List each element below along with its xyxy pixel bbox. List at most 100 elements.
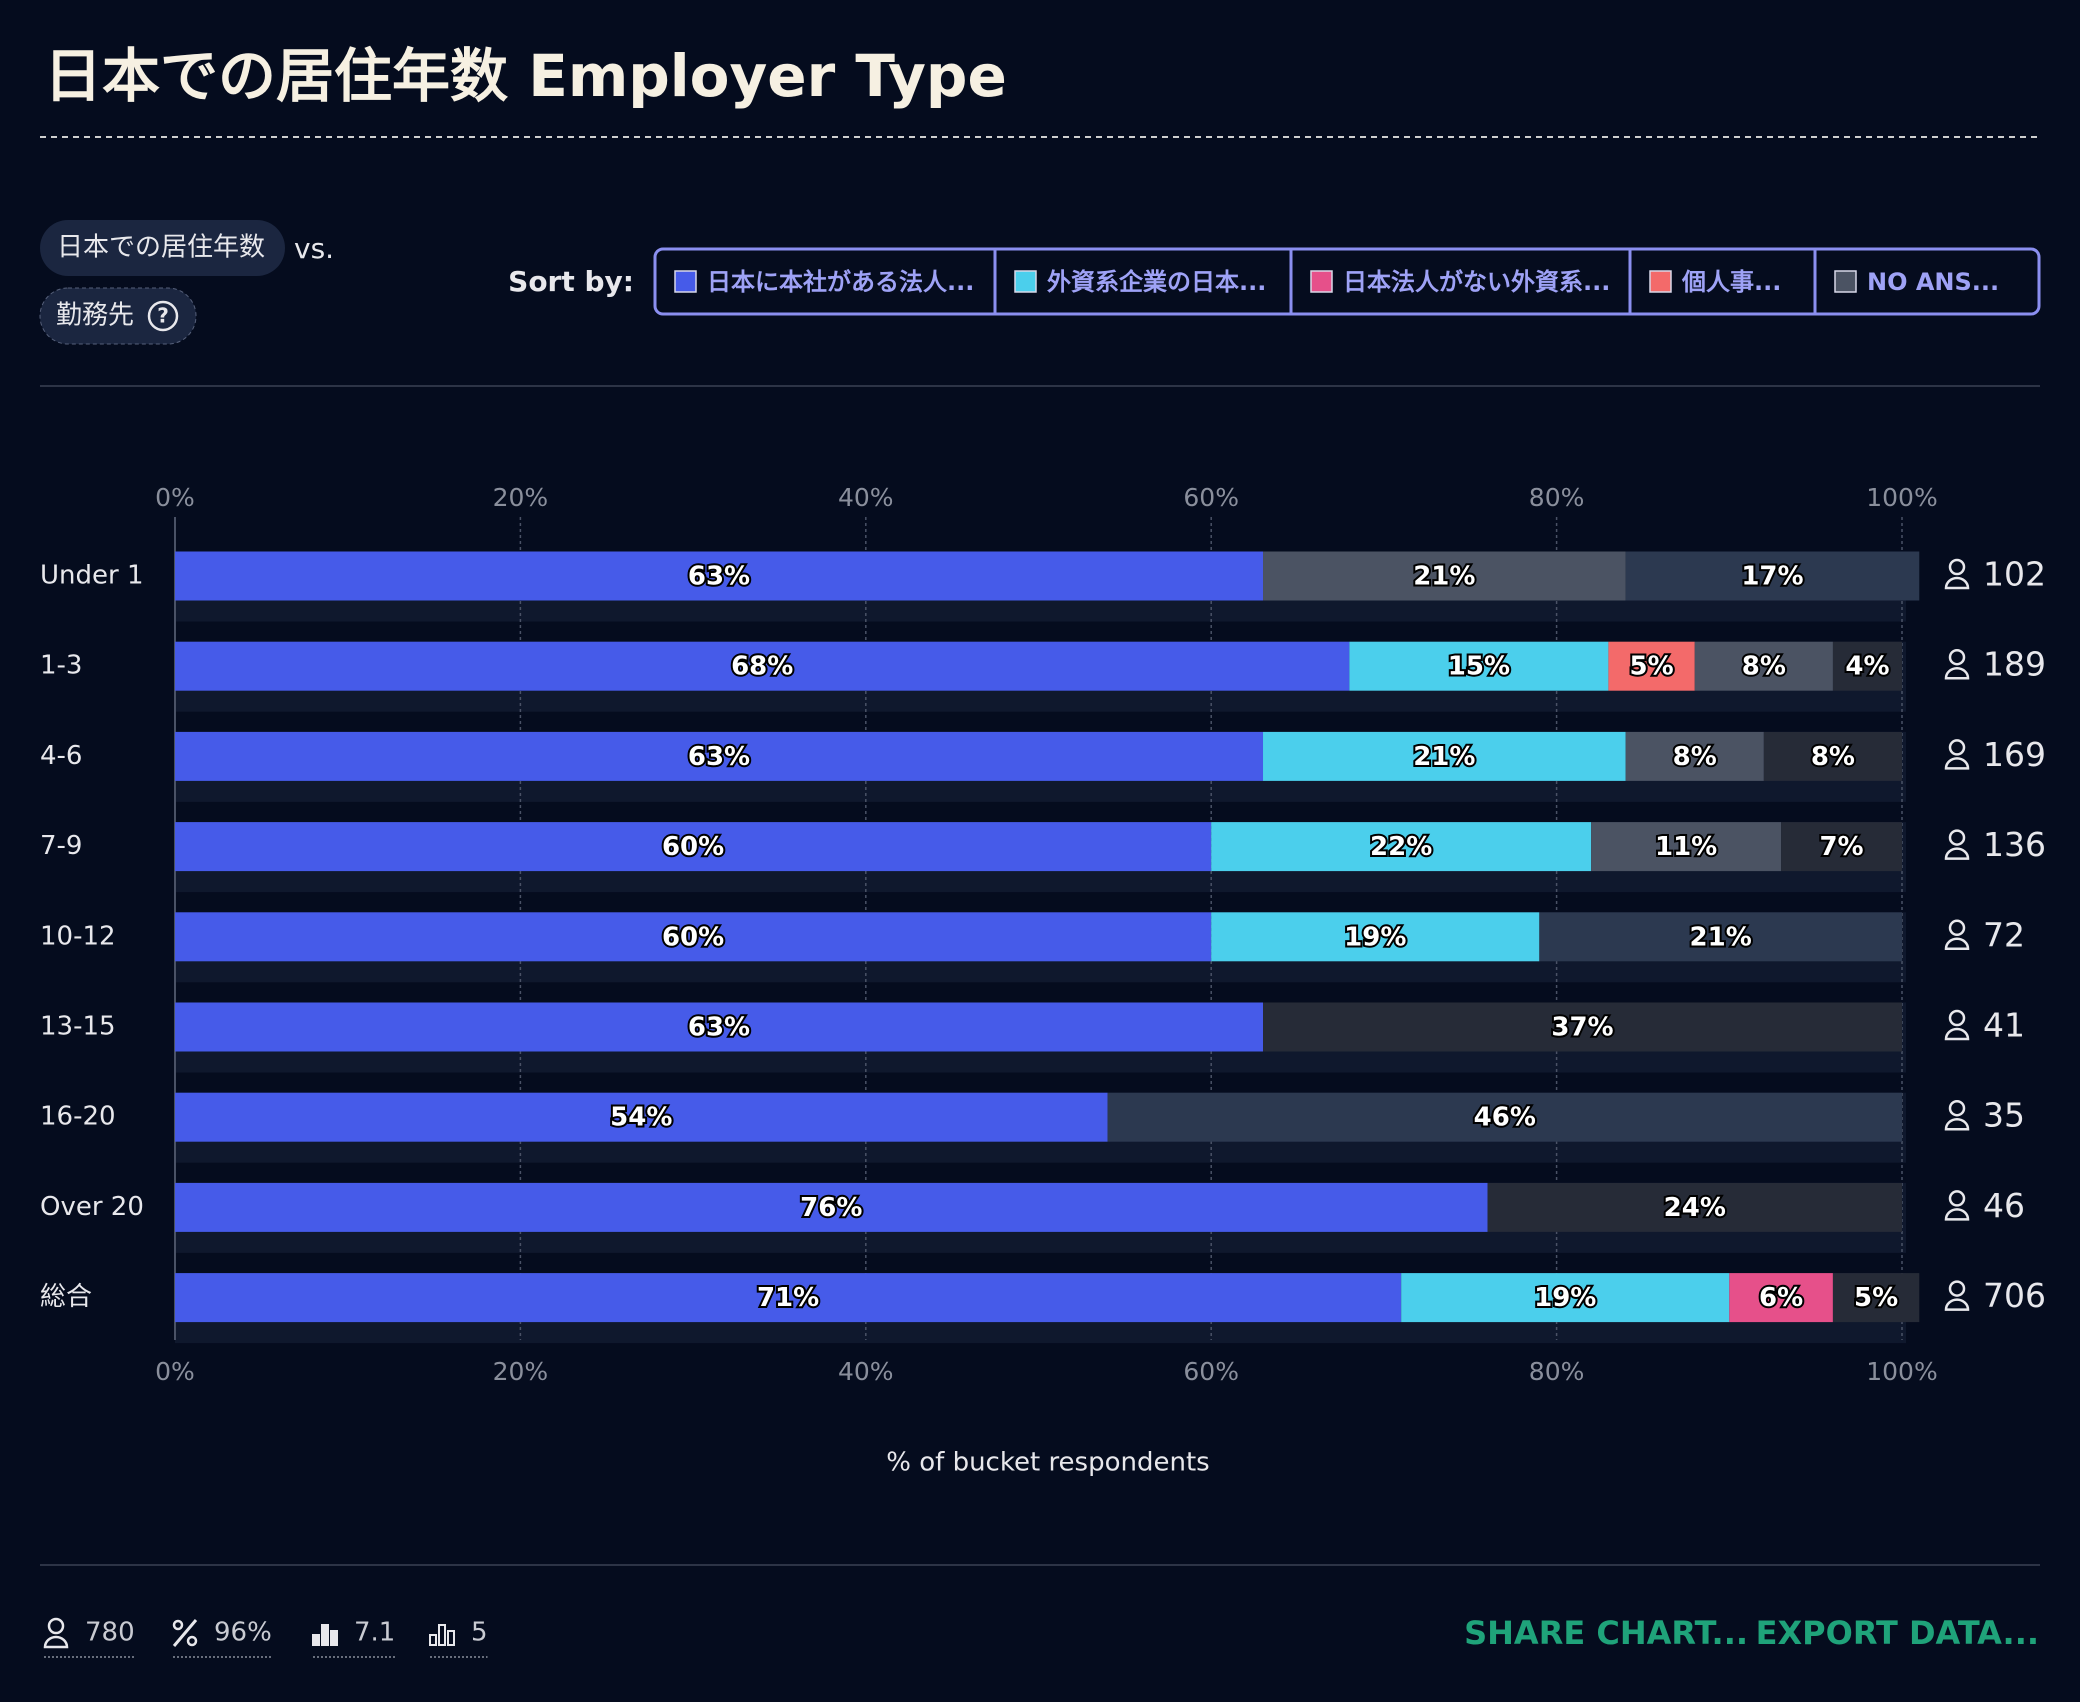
chip[interactable] xyxy=(40,220,285,276)
person-icon xyxy=(1944,757,1970,770)
bar-segment xyxy=(175,1182,1488,1232)
bar-segment xyxy=(175,912,1212,962)
x-tick-label: 20% xyxy=(493,1357,549,1386)
segment-label: 68% xyxy=(731,652,793,682)
sort-label: Sort by: xyxy=(508,265,634,298)
person-icon xyxy=(1944,847,1970,860)
segment-label: 5% xyxy=(1630,652,1674,682)
x-tick-label: 20% xyxy=(493,483,549,512)
person-icon xyxy=(1944,667,1970,680)
segment-label: 54% xyxy=(610,1103,672,1133)
respondent-count: 102 xyxy=(1983,555,2046,594)
person-icon xyxy=(43,1635,69,1649)
help-icon[interactable] xyxy=(147,300,179,332)
stat-icon xyxy=(330,1630,338,1646)
person-icon xyxy=(1944,1027,1970,1041)
footer-stat[interactable]: 5 xyxy=(471,1618,488,1648)
stat-icon xyxy=(438,1624,446,1646)
segment-label: 8% xyxy=(1742,652,1786,682)
segment-label: 60% xyxy=(662,922,724,952)
row-label: Over 20 xyxy=(40,1192,144,1222)
bar-segment xyxy=(1832,641,1902,691)
bar-segment xyxy=(1211,912,1540,962)
segment-label: 21% xyxy=(1690,922,1752,952)
bar-segment xyxy=(1349,641,1609,691)
person-icon xyxy=(1948,919,1966,937)
row-label: 7-9 xyxy=(40,831,82,861)
person-icon xyxy=(1944,937,1970,951)
respondent-count: 189 xyxy=(1983,645,2046,684)
row-label: 1-3 xyxy=(40,651,82,681)
legend-swatch xyxy=(1014,270,1037,293)
person-icon xyxy=(1944,1118,1970,1131)
bar-segment xyxy=(175,641,1350,691)
segment-label: 21% xyxy=(1413,742,1475,772)
segment-label: 8% xyxy=(1673,742,1717,772)
person-icon xyxy=(1948,1190,1966,1207)
row-label: 4-6 xyxy=(40,741,82,771)
segment-label: 5% xyxy=(1854,1283,1898,1313)
segment-label: 76% xyxy=(800,1193,862,1223)
person-icon xyxy=(1944,1208,1970,1221)
export-button[interactable]: EXPORT DATA... xyxy=(1756,1614,2039,1652)
segment-label: 63% xyxy=(688,1013,750,1043)
legend-label[interactable]: 個人事... xyxy=(1681,268,1781,296)
x-tick-label: 100% xyxy=(1866,1357,1937,1386)
respondent-count: 41 xyxy=(1983,1006,2025,1045)
person-icon xyxy=(1944,1298,1970,1311)
help-glyph: ? xyxy=(157,304,169,328)
legend-swatch xyxy=(1834,270,1857,293)
segment-label: 24% xyxy=(1664,1193,1726,1223)
segment-label: 8% xyxy=(1811,742,1855,772)
segment-label: 4% xyxy=(1845,652,1889,682)
row-label: 16-20 xyxy=(40,1102,116,1132)
x-tick-label: 80% xyxy=(1529,1357,1585,1386)
bar-segment xyxy=(175,1002,1264,1052)
bar-segment xyxy=(1539,912,1902,962)
person-icon xyxy=(1948,739,1966,756)
x-tick-label: 40% xyxy=(838,483,894,512)
segment-label: 63% xyxy=(688,562,750,592)
legend-label[interactable]: NO ANS... xyxy=(1867,268,1999,296)
legend-swatch xyxy=(674,270,697,293)
x-tick-label: 0% xyxy=(155,1357,195,1386)
stat-icon xyxy=(312,1634,320,1646)
x-axis-title: % of bucket respondents xyxy=(886,1448,1209,1478)
footer-stat[interactable]: 96% xyxy=(214,1618,272,1648)
person-icon xyxy=(1948,1009,1966,1027)
segment-label: 46% xyxy=(1474,1103,1536,1133)
footer-stat[interactable]: 7.1 xyxy=(354,1618,395,1648)
bar-segment xyxy=(1211,822,1592,872)
bar-segment xyxy=(1263,551,1626,601)
bar-segment xyxy=(1608,641,1695,691)
person-icon xyxy=(47,1617,65,1635)
person-icon xyxy=(1948,1280,1966,1297)
segment-label: 7% xyxy=(1819,832,1863,862)
row-label: Under 1 xyxy=(40,561,144,591)
person-icon xyxy=(1948,648,1966,666)
stat-icon xyxy=(447,1630,455,1646)
bar-segment xyxy=(1263,731,1626,781)
legend-label[interactable]: 日本法人がない外資系... xyxy=(1343,268,1610,296)
share-button[interactable]: SHARE CHART... xyxy=(1464,1614,1748,1652)
segment-label: 19% xyxy=(1534,1283,1596,1313)
person-icon xyxy=(1948,558,1966,576)
bar-segment xyxy=(1107,1092,1902,1142)
bar-segment xyxy=(1832,1273,1920,1323)
bar-segment xyxy=(175,822,1212,872)
row-label: 13-15 xyxy=(40,1012,116,1042)
respondent-count: 35 xyxy=(1983,1096,2025,1135)
respondent-count: 136 xyxy=(1983,825,2046,864)
footer-stat[interactable]: 780 xyxy=(85,1618,135,1648)
x-tick-label: 100% xyxy=(1866,483,1937,512)
bar-segment xyxy=(175,551,1264,601)
legend-swatch xyxy=(1649,270,1672,293)
row-label: 10-12 xyxy=(40,921,116,951)
legend-label[interactable]: 外資系企業の日本... xyxy=(1047,268,1266,296)
bar-segment xyxy=(1625,731,1764,781)
legend-label[interactable]: 日本に本社がある法人... xyxy=(707,268,974,296)
x-tick-label: 40% xyxy=(838,1357,894,1386)
stat-icon xyxy=(172,1619,198,1647)
chip-label: 勤務先 xyxy=(56,301,134,331)
